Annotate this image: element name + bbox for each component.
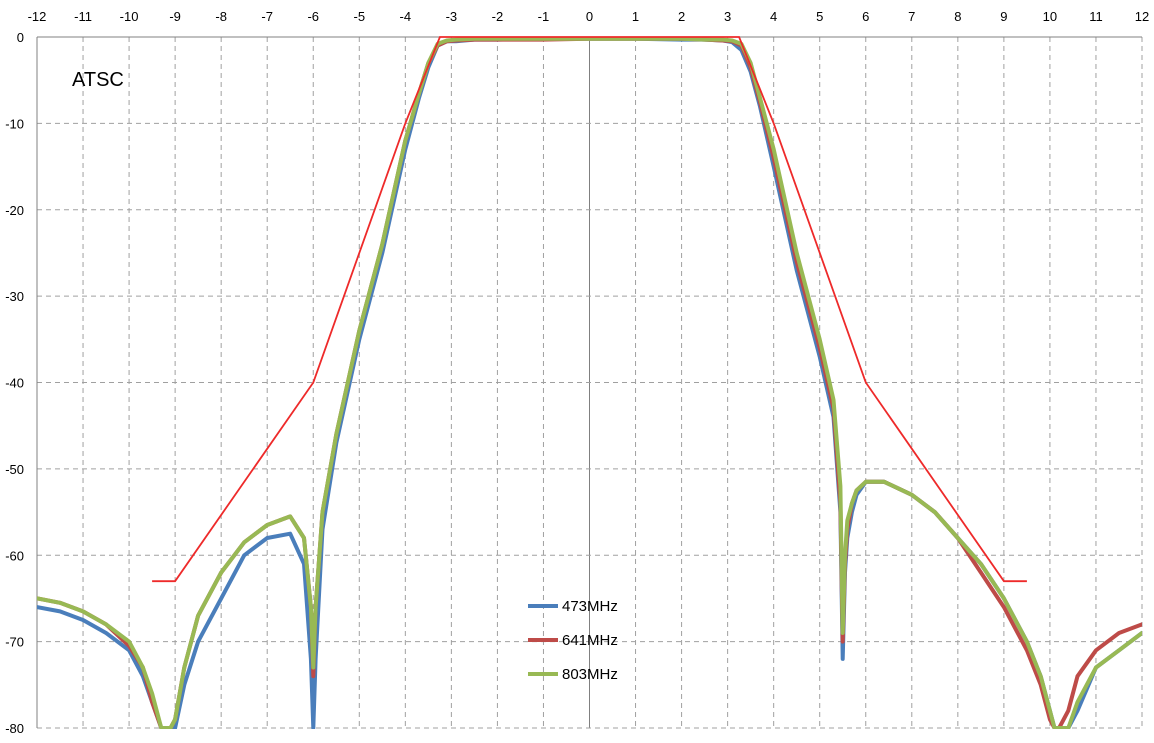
- x-tick-label: -10: [120, 9, 139, 24]
- legend-label: 803MHz: [562, 666, 618, 683]
- x-tick-labels: -12 -11 -10 -9 -8 -7 -6 -5 -4 -3 -2 -1 0 1 2 3 4 5 6 7 8 9 10 1…: [28, 9, 1150, 24]
- y-tick-label: -60: [5, 548, 24, 563]
- x-tick-label: 6: [862, 9, 869, 24]
- x-tick-label: 4: [770, 9, 777, 24]
- y-tick-label: 0: [17, 30, 24, 45]
- y-tick-label: -40: [5, 376, 24, 391]
- x-tick-label: -2: [492, 9, 504, 24]
- y-tick-label: -10: [5, 116, 24, 131]
- x-tick-label: -11: [74, 9, 92, 24]
- spectral-mask-line: [152, 36, 1027, 583]
- y-tick-label: -70: [5, 635, 24, 650]
- series-line-803MHz: [37, 36, 1142, 729]
- plot-area: [37, 36, 1142, 729]
- x-tick-label: -5: [354, 9, 366, 24]
- x-tick-label: -12: [28, 9, 47, 24]
- x-tick-label: 12: [1135, 9, 1149, 24]
- legend-label: 473MHz: [562, 598, 618, 615]
- x-tick-label: 7: [908, 9, 915, 24]
- x-tick-label: -3: [446, 9, 458, 24]
- y-tick-labels: 0 -10 -20 -30 -40 -50 -60 -70 -80: [5, 30, 24, 736]
- x-tick-label: 9: [1000, 9, 1007, 24]
- grid: [36, 36, 1143, 729]
- x-tick-label: 8: [954, 9, 961, 24]
- x-tick-label: -1: [538, 9, 550, 24]
- x-tick-label: 11: [1089, 9, 1103, 24]
- legend-label: 641MHz: [562, 632, 618, 649]
- x-tick-label: 10: [1043, 9, 1057, 24]
- x-tick-label: 2: [678, 9, 685, 24]
- x-tick-label: -7: [261, 9, 273, 24]
- x-tick-label: -6: [307, 9, 319, 24]
- x-tick-label: 1: [632, 9, 639, 24]
- x-tick-label: 3: [724, 9, 731, 24]
- x-tick-label: -9: [169, 9, 181, 24]
- x-tick-label: -8: [215, 9, 227, 24]
- y-tick-label: -80: [5, 721, 24, 736]
- y-tick-label: -20: [5, 203, 24, 218]
- x-tick-label: -4: [400, 9, 412, 24]
- x-tick-label: 5: [816, 9, 823, 24]
- y-tick-label: -50: [5, 462, 24, 477]
- legend: 473MHz 641MHz 803MHz: [528, 598, 618, 683]
- chart-annotation: ATSC: [72, 69, 124, 91]
- x-tick-label: 0: [586, 9, 593, 24]
- y-tick-label: -30: [5, 289, 24, 304]
